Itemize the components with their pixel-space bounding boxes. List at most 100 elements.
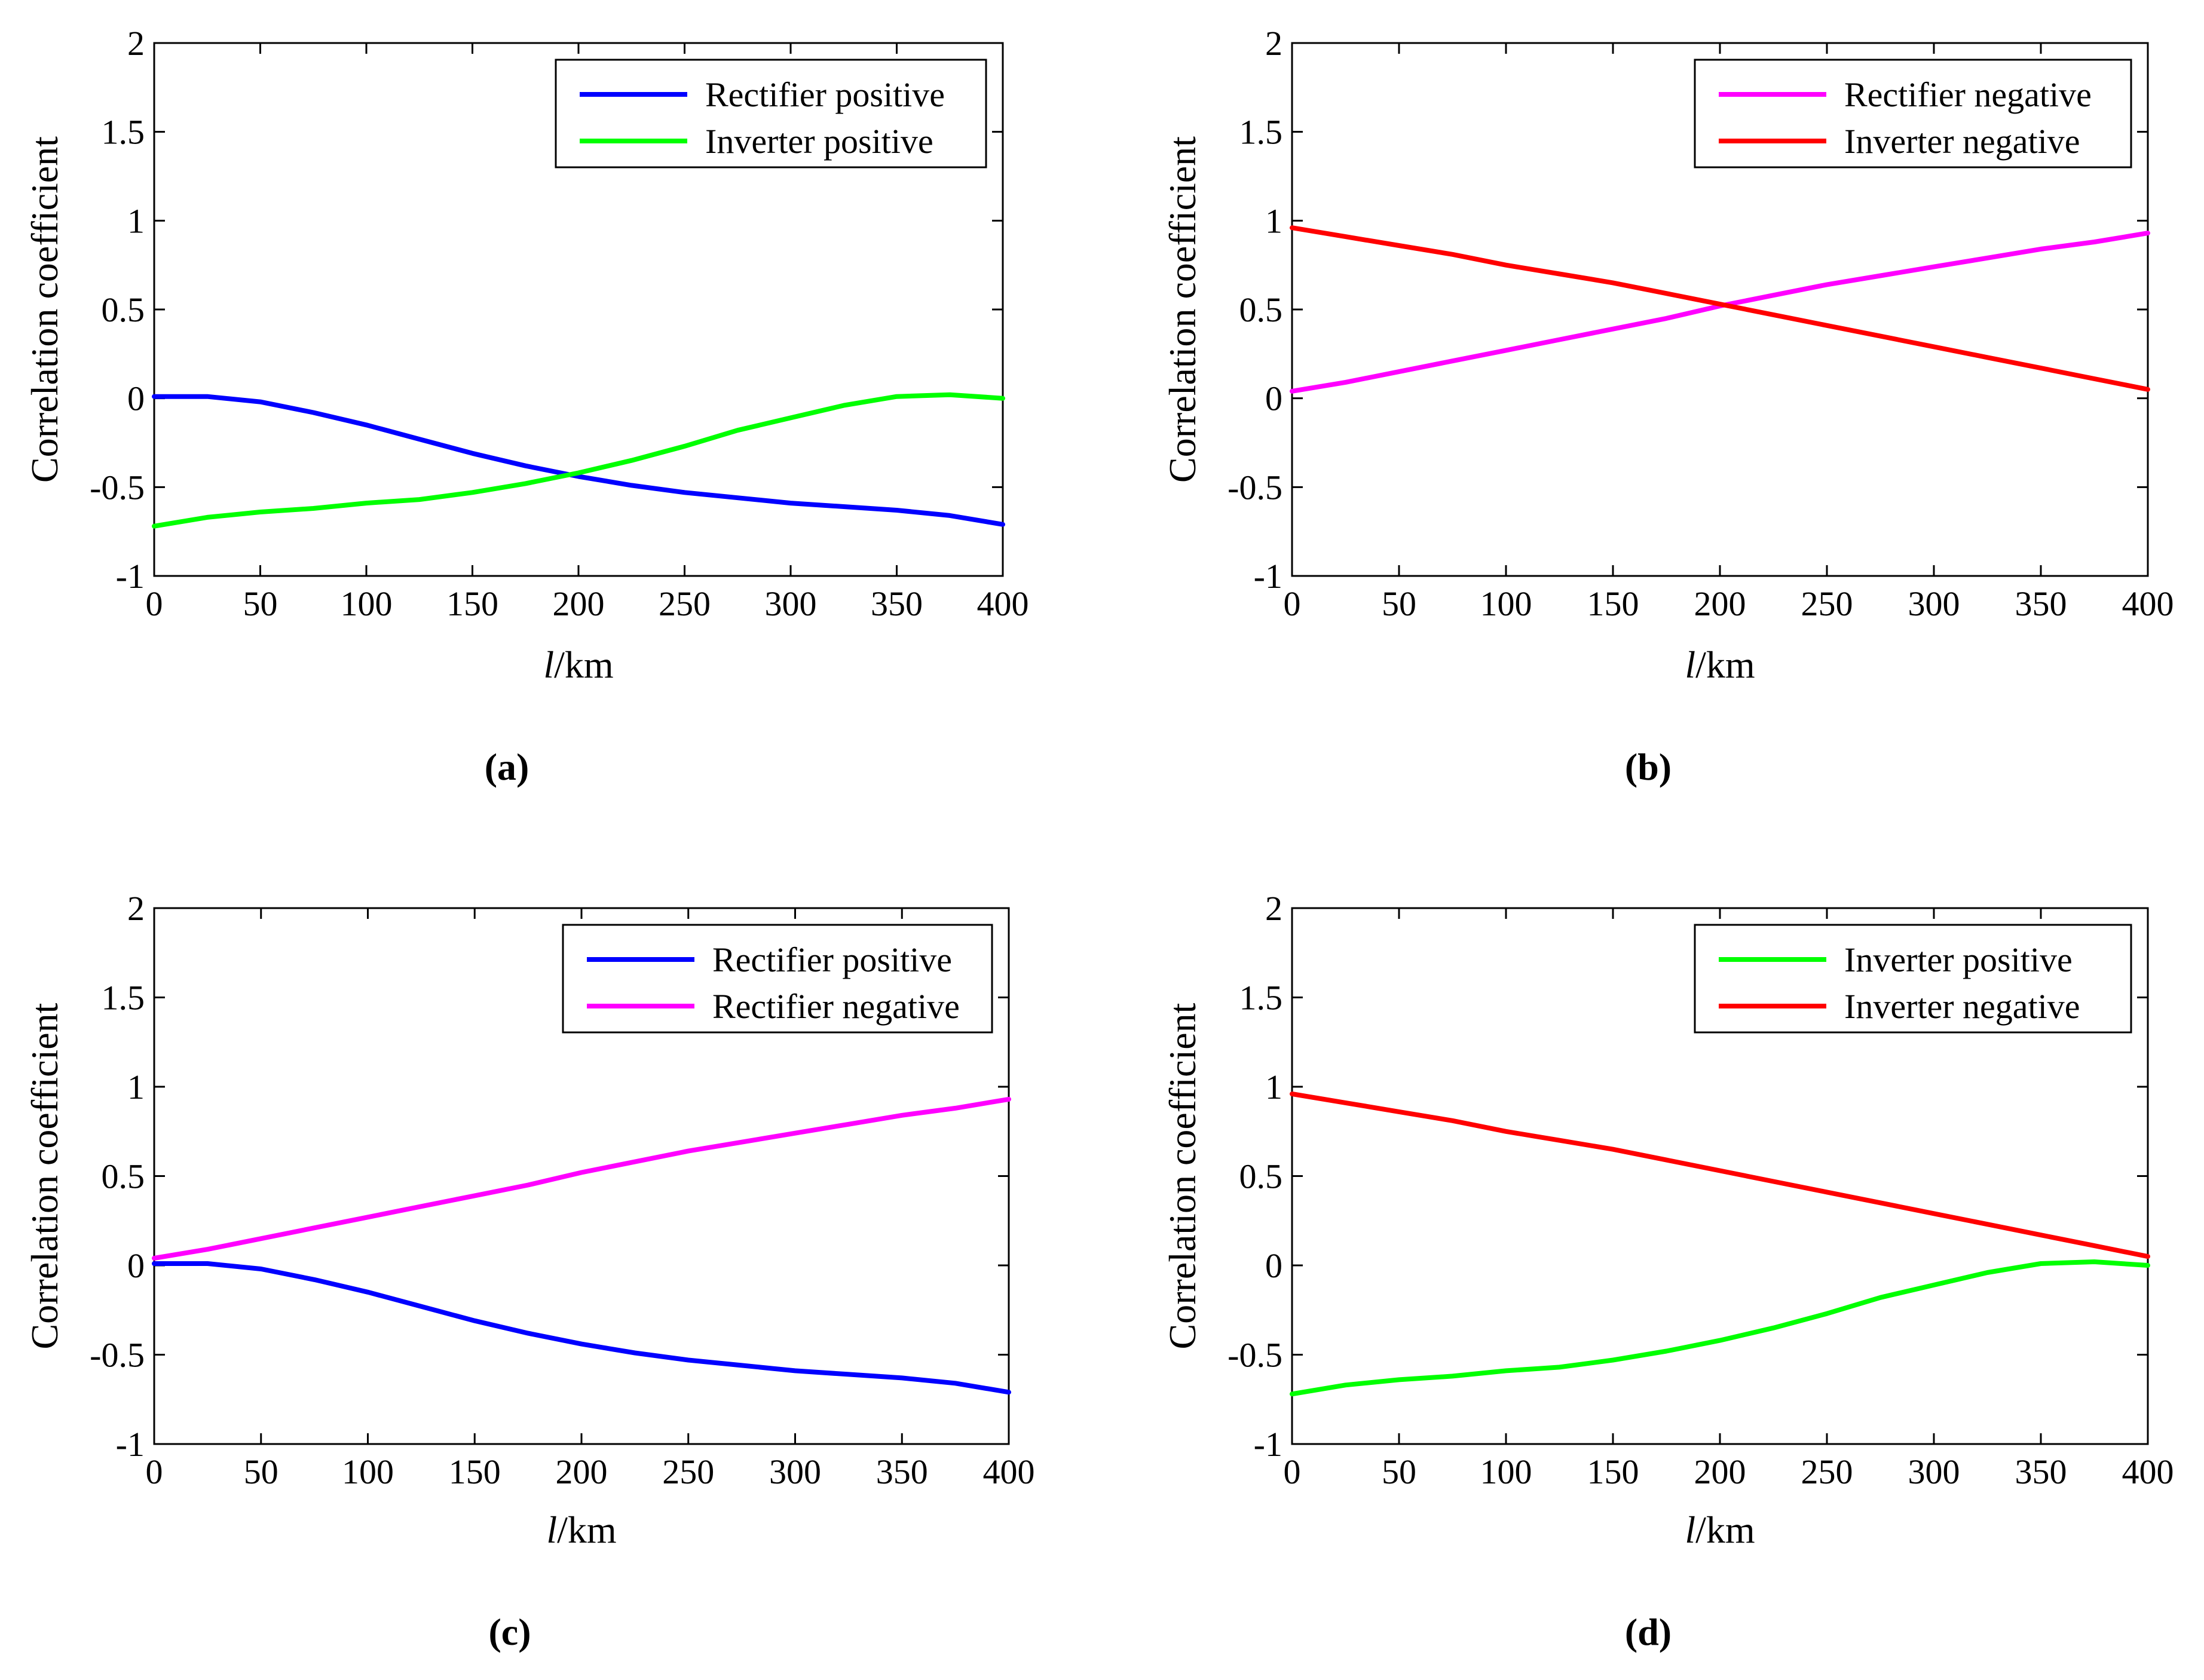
- panel-b: 0 50 100 150 200 250 300 350 400 -1 -0.5 0 0.5 1 1.5 2 C…: [1161, 24, 2174, 788]
- legend-label: Inverter negative: [1844, 987, 2080, 1026]
- y-tick-label: 0: [1265, 1246, 1282, 1285]
- x-tick-label: 50: [1382, 584, 1416, 623]
- x-tick-label: 400: [2122, 584, 2174, 623]
- series-line-rectifier-negative: [1290, 231, 2150, 394]
- y-tick-label: 1.5: [102, 979, 145, 1017]
- y-tick-label: 1: [127, 1068, 145, 1106]
- legend-box: [562, 924, 993, 1034]
- y-tick-label: 0: [127, 379, 145, 418]
- x-tick-label: 150: [449, 1452, 501, 1491]
- y-tick-label: -1: [116, 557, 145, 596]
- x-tick-label: 50: [1382, 1452, 1416, 1491]
- legend-label: Rectifier positive: [712, 940, 952, 979]
- x-tick-label: 250: [662, 1452, 714, 1491]
- x-tick-label: 100: [1480, 584, 1532, 623]
- x-tick-label: 150: [1587, 1452, 1639, 1491]
- x-axis-title-unit: /km: [1695, 1509, 1755, 1551]
- panel-c: 0 50 100 150 200 250 300 350 400 -1 -0.5 0 0.5 1 1.5 2 C…: [23, 889, 1035, 1653]
- x-axis-title-unit: /km: [1695, 643, 1755, 686]
- x-axis-title-variable: l: [1685, 1509, 1695, 1551]
- x-tick-label: 400: [2122, 1452, 2174, 1491]
- panel-caption: (c): [488, 1611, 531, 1653]
- y-tick-label: 0.5: [1239, 1157, 1283, 1196]
- series-line-inverter-positive: [152, 392, 1005, 529]
- panel-d: 0 50 100 150 200 250 300 350 400 -1 -0.5 0 0.5 1 1.5 2 C…: [1161, 889, 2174, 1653]
- series-line-inverter-positive: [1290, 1259, 2150, 1397]
- x-tick-label: 250: [1801, 584, 1853, 623]
- y-tick-label: 0.5: [102, 290, 145, 329]
- x-tick-label: 0: [146, 584, 163, 623]
- y-tick-label: 0.5: [1239, 290, 1283, 329]
- y-tick-label: -0.5: [90, 1336, 145, 1375]
- x-tick-label: 0: [1284, 1452, 1301, 1491]
- y-tick-label: 1.5: [1239, 113, 1283, 152]
- x-tick-label: 100: [341, 584, 393, 623]
- x-tick-label: 300: [1908, 584, 1960, 623]
- legend: Rectifier positive Rectifier negative: [562, 924, 993, 1034]
- x-axis-title: l/km: [546, 1509, 616, 1551]
- x-tick-label: 0: [146, 1452, 163, 1491]
- y-tick-label: -0.5: [1227, 1336, 1282, 1375]
- x-tick-label: 250: [1801, 1452, 1853, 1491]
- legend-box: [1694, 59, 2132, 168]
- x-axis-title: l/km: [1685, 1509, 1755, 1551]
- y-tick-label: -1: [1254, 557, 1282, 596]
- x-tick-label: 250: [659, 584, 711, 623]
- legend: Inverter positive Inverter negative: [1694, 924, 2132, 1034]
- x-tick-label: 150: [446, 584, 498, 623]
- y-axis-title: Correlation coefficient: [1161, 1003, 1204, 1349]
- panel-caption: (d): [1625, 1611, 1672, 1653]
- x-tick-label: 200: [556, 1452, 608, 1491]
- x-tick-label: 350: [2015, 1452, 2067, 1491]
- x-tick-label: 200: [553, 584, 605, 623]
- y-tick-label: 0: [1265, 379, 1282, 418]
- legend-label: Rectifier negative: [1844, 75, 2092, 114]
- y-tick-label: 1: [1265, 201, 1282, 240]
- y-tick-label: 2: [127, 889, 145, 928]
- x-tick-label: 150: [1587, 584, 1639, 623]
- series-line-rectifier-positive: [152, 1261, 1011, 1395]
- panel-caption: (a): [485, 746, 529, 788]
- x-axis-title-unit: /km: [557, 1509, 617, 1551]
- series-line-inverter-negative: [1290, 225, 2150, 392]
- y-tick-label: 1.5: [102, 113, 145, 152]
- x-tick-label: 400: [983, 1452, 1035, 1491]
- panel-caption: (b): [1625, 746, 1672, 788]
- y-tick-label: 1.5: [1239, 979, 1283, 1017]
- y-tick-label: 1: [127, 201, 145, 240]
- legend-label: Rectifier positive: [705, 75, 945, 114]
- y-tick-label: 1: [1265, 1068, 1282, 1106]
- legend-label: Inverter positive: [705, 122, 933, 161]
- y-tick-label: -1: [116, 1425, 145, 1464]
- x-tick-label: 350: [876, 1452, 928, 1491]
- x-tick-label: 200: [1694, 1452, 1746, 1491]
- y-tick-label: 2: [1265, 889, 1282, 928]
- x-tick-label: 50: [244, 1452, 278, 1491]
- legend: Rectifier negative Inverter negative: [1694, 59, 2132, 168]
- y-tick-label: 0.5: [102, 1157, 145, 1196]
- series-line-inverter-negative: [1290, 1092, 2150, 1259]
- y-tick-label: -1: [1254, 1425, 1282, 1464]
- x-axis-title: l/km: [543, 643, 613, 686]
- x-axis-title-variable: l: [543, 643, 554, 686]
- x-tick-label: 0: [1284, 584, 1301, 623]
- x-axis-title-variable: l: [546, 1509, 557, 1551]
- legend-box: [555, 59, 987, 168]
- x-tick-label: 350: [871, 584, 923, 623]
- series-line-rectifier-negative: [152, 1096, 1011, 1261]
- x-tick-label: 100: [342, 1452, 394, 1491]
- x-axis-title-unit: /km: [554, 643, 614, 686]
- x-tick-label: 100: [1480, 1452, 1532, 1491]
- legend-label: Rectifier negative: [712, 987, 960, 1026]
- legend-box: [1694, 924, 2132, 1034]
- x-tick-label: 350: [2015, 584, 2067, 623]
- x-tick-label: 50: [243, 584, 278, 623]
- panel-a: 0 50 100 150 200 250 300 350 400 -1 -0.5 0 0.5 1 1.5 2 C…: [23, 24, 1029, 788]
- y-axis-title: Correlation coefficient: [1161, 136, 1204, 483]
- legend-label: Inverter positive: [1844, 940, 2073, 979]
- x-tick-label: 200: [1694, 584, 1746, 623]
- y-tick-label: 0: [127, 1246, 145, 1285]
- y-tick-label: 2: [127, 24, 145, 63]
- y-axis-title: Correlation coefficient: [23, 136, 66, 483]
